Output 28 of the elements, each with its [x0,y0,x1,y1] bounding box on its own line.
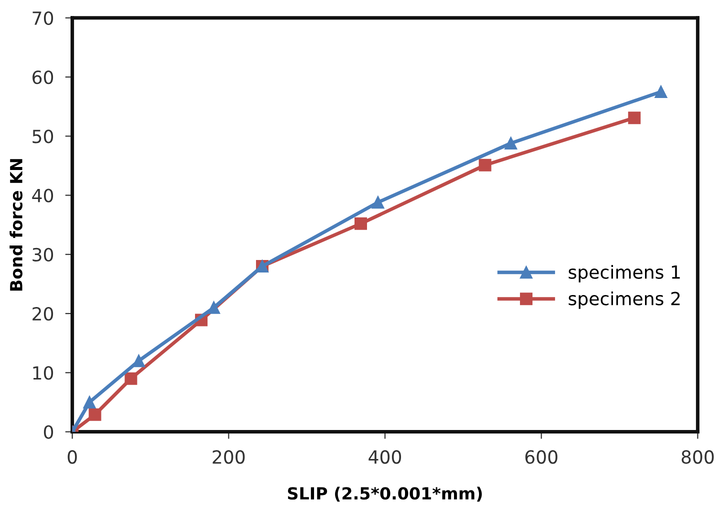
point [354,217,368,230]
point [132,354,145,368]
y-tick-label: 40 [32,188,54,202]
y-tick-label: 10 [33,366,54,380]
legend-label: specimens 2 [568,291,680,309]
point [83,396,96,408]
x-axis-title: SLIP (2.5*0.001*mm) [288,486,482,502]
point [208,301,220,314]
x-tick-label: 200 [212,450,245,464]
y-tick-label: 0 [44,425,54,439]
x-tick-label: 0 [68,450,77,464]
x-tick-label: 800 [682,450,714,464]
point [124,372,138,385]
y-tick-label: 20 [32,306,54,321]
legend-label: specimens 1 [568,264,680,282]
y-tick-label: 60 [32,70,54,84]
x-tick-label: 400 [368,450,402,464]
point [478,158,492,172]
point [654,86,668,98]
point [628,112,641,124]
y-tick-label: 50 [32,130,54,144]
point [88,408,102,421]
y-tick-label: 70 [32,11,54,25]
y-tick-label: 30 [32,248,54,262]
point [504,136,518,150]
x-tick-label: 600 [525,450,558,464]
y-axis-title: Bond force KN [10,159,22,291]
point [372,196,384,209]
